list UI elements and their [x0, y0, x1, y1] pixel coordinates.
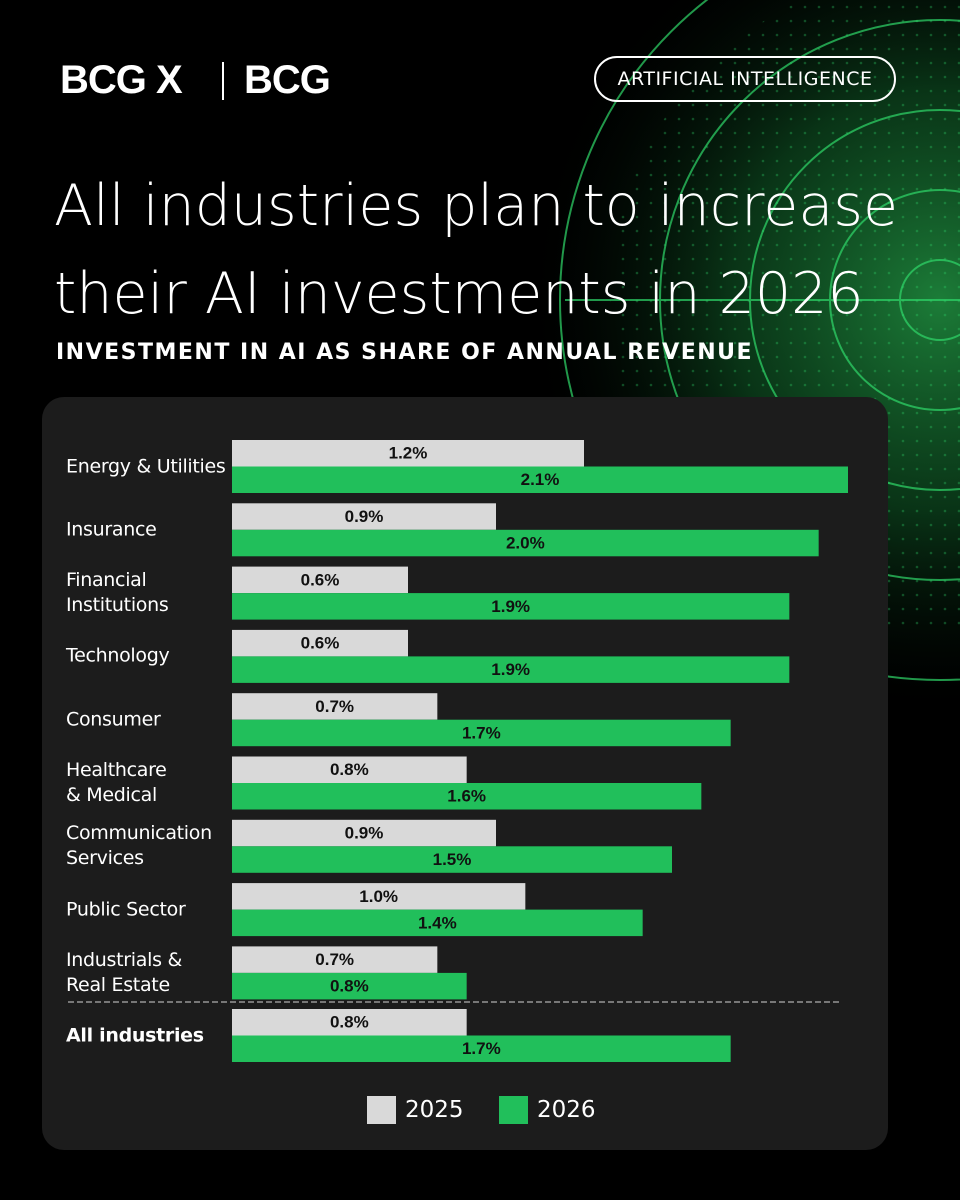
rings — [559, 0, 960, 681]
category-label: Communication Services — [66, 822, 212, 870]
value-label: 1.4% — [418, 913, 457, 932]
category-label: Energy & Utilities — [66, 455, 226, 477]
bar — [232, 909, 643, 937]
value-label: 1.7% — [462, 723, 501, 742]
bar — [232, 1009, 467, 1036]
value-label: 2.1% — [521, 470, 560, 489]
value-label: 1.2% — [389, 444, 428, 463]
logo: BCG — [244, 58, 331, 102]
value-label: 1.7% — [462, 1039, 501, 1058]
logo-separator — [222, 62, 224, 100]
value-label: 1.0% — [359, 887, 398, 906]
category-label: Technology — [66, 644, 170, 667]
value-label: 0.7% — [315, 950, 354, 969]
value-label: 0.9% — [345, 824, 384, 843]
category-label: Healthcare & Medical — [66, 759, 167, 806]
bar — [232, 693, 438, 720]
bar — [232, 566, 408, 594]
bar — [232, 656, 790, 683]
legend-label: 2025 — [405, 1097, 464, 1123]
tag: ARTIFICIAL INTELLIGENCE — [594, 56, 896, 102]
bar — [232, 972, 467, 1000]
bar — [232, 883, 526, 910]
legend-label: 2026 — [537, 1097, 596, 1123]
category-label: Insurance — [66, 518, 157, 541]
bar — [232, 466, 848, 493]
category-label: All industries — [66, 1024, 204, 1046]
legend-swatch — [499, 1096, 528, 1124]
bar — [232, 529, 819, 557]
bar — [232, 629, 408, 657]
bar — [232, 846, 672, 873]
value-label: 2.0% — [506, 534, 545, 553]
value-label: 1.5% — [433, 850, 472, 869]
bar — [232, 503, 496, 530]
value-label: 0.8% — [330, 1013, 369, 1032]
bar — [232, 440, 584, 467]
value-label: 1.9% — [491, 597, 530, 616]
value-label: 0.8% — [330, 977, 369, 996]
value-label: 0.8% — [330, 760, 369, 779]
legend-swatch — [367, 1096, 396, 1124]
chart-title: All industries plan to increase their AI… — [54, 173, 899, 327]
value-label: 1.9% — [491, 660, 530, 679]
bar — [232, 946, 438, 973]
category-label: Financial Institutions — [66, 569, 169, 617]
bar — [232, 719, 731, 747]
category-label: Industrials & Real Estate — [66, 948, 182, 996]
value-label: 0.7% — [315, 697, 354, 716]
bar — [232, 1035, 731, 1062]
category-label: Consumer — [66, 708, 161, 731]
value-label: 0.6% — [301, 634, 340, 653]
category-label: Public Sector — [66, 898, 186, 921]
bar — [232, 593, 790, 620]
chart-subtitle: INVESTMENT IN AI AS SHARE OF ANNUAL REVE… — [56, 340, 754, 365]
logo: BCG X — [60, 58, 183, 102]
bar — [232, 756, 467, 783]
bar — [232, 783, 702, 810]
value-label: 0.6% — [301, 570, 340, 589]
bar — [232, 819, 496, 847]
value-label: 0.9% — [345, 507, 384, 526]
value-label: 1.6% — [447, 787, 486, 806]
